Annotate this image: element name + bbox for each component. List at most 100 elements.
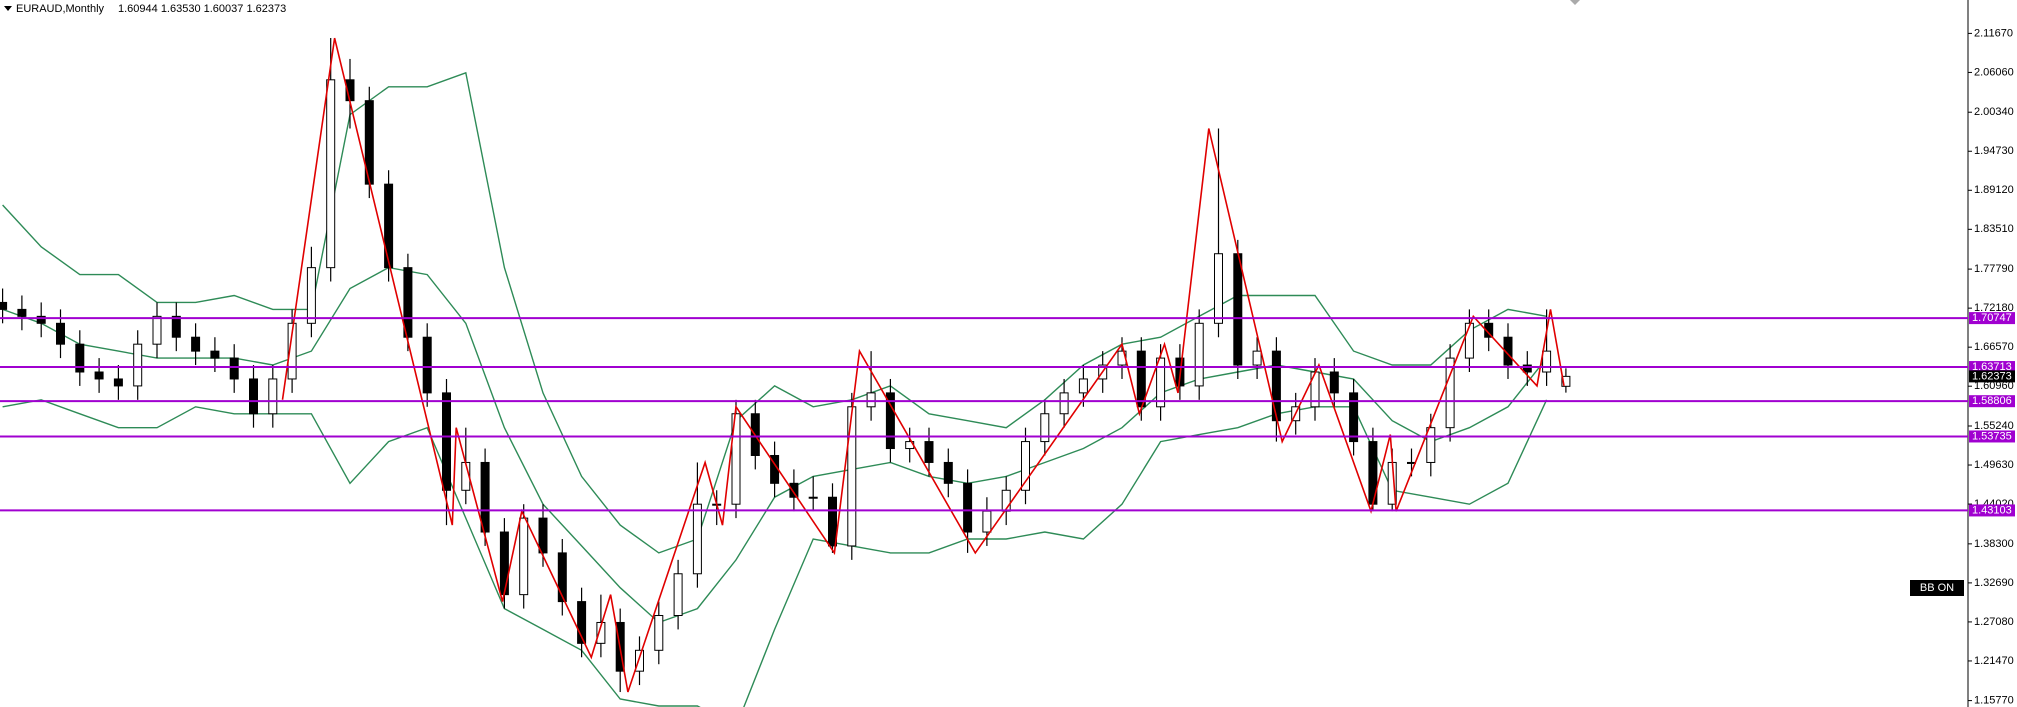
candle-body xyxy=(152,315,162,345)
badge-box xyxy=(1910,580,1964,596)
candle-body xyxy=(1503,336,1513,366)
candle-body xyxy=(1542,350,1552,373)
candle-body xyxy=(1059,392,1069,415)
candle-body xyxy=(828,496,837,547)
scroll-marker xyxy=(1570,0,1580,5)
candle-body xyxy=(1445,357,1455,429)
current-price-label: 1.62373 xyxy=(1972,370,2012,382)
candle-body xyxy=(249,378,258,415)
y-tick-label: 1.49630 xyxy=(1974,459,2014,471)
candle-body xyxy=(1078,378,1088,394)
candle-body xyxy=(847,406,857,547)
candle-body xyxy=(442,392,451,491)
candle-body xyxy=(924,441,934,463)
candle-body xyxy=(1522,364,1532,373)
candle-body xyxy=(287,322,297,380)
candle-body xyxy=(36,315,46,324)
level-label: 1.63713 xyxy=(1972,361,2012,373)
y-tick-label: 1.77790 xyxy=(1974,263,2014,275)
candle-body xyxy=(210,350,220,359)
candle-body xyxy=(1040,413,1050,443)
menu-arrow xyxy=(4,6,12,11)
badge: BB ON xyxy=(1920,582,1954,594)
y-tick-label: 1.94730 xyxy=(1974,145,2014,157)
candle-body xyxy=(1426,427,1436,463)
candle-body xyxy=(133,343,143,387)
candle-body xyxy=(692,503,702,575)
y-tick-label: 1.32690 xyxy=(1974,577,2014,589)
candle-body xyxy=(403,267,413,338)
candle-body xyxy=(1484,322,1494,338)
symbol: EURAUD,Monthly xyxy=(16,3,105,15)
candle-body xyxy=(1252,350,1262,366)
candle-body xyxy=(654,615,664,651)
level-label: 1.53735 xyxy=(1972,430,2012,442)
y-tick-label: 1.66570 xyxy=(1974,341,2014,353)
y-tick-label: 1.89120 xyxy=(1974,184,2014,196)
candle-body xyxy=(171,315,181,338)
level-label-box xyxy=(1969,430,2015,443)
candle-body xyxy=(1561,375,1571,387)
candle-body xyxy=(1271,350,1281,422)
bollinger-band xyxy=(2,71,1547,554)
zigzag xyxy=(281,37,1565,693)
candle-body xyxy=(384,183,394,269)
candle-body xyxy=(866,392,876,408)
candle-body xyxy=(577,601,587,644)
candle-body xyxy=(306,267,316,324)
y-tick-label: 1.55240 xyxy=(1974,420,2014,432)
level-label: 1.43103 xyxy=(1972,504,2012,516)
candle-body xyxy=(268,378,278,415)
candle-body xyxy=(596,621,606,644)
level-label-box xyxy=(1969,504,2015,517)
y-tick-label: 1.15770 xyxy=(1974,695,2014,707)
candle-body xyxy=(673,573,683,617)
candle-body xyxy=(789,482,799,498)
candle-body xyxy=(113,378,123,387)
candle-body xyxy=(1156,357,1166,408)
y-tick-label: 1.83510 xyxy=(1974,223,2014,235)
y-tick-label: 1.21470 xyxy=(1974,655,2014,667)
plot xyxy=(0,37,1571,707)
candle-body xyxy=(229,357,239,380)
candle-body xyxy=(519,517,529,596)
candle-body xyxy=(1194,322,1204,387)
candle-body xyxy=(499,531,509,596)
candle-body xyxy=(1464,322,1474,359)
level-label-box xyxy=(1969,395,2015,408)
candle-body xyxy=(1021,441,1030,491)
y-tick-label: 1.38300 xyxy=(1974,538,2014,550)
candle-body xyxy=(557,552,567,603)
candle-body xyxy=(1329,371,1339,394)
candle-body xyxy=(326,79,336,269)
current-price-box xyxy=(1969,370,2015,383)
candle-body xyxy=(480,461,490,533)
candle-body xyxy=(191,336,201,352)
header: EURAUD,Monthly 1.60944 1.63530 1.60037 1… xyxy=(4,3,286,15)
candle-body xyxy=(808,496,818,499)
candle-body xyxy=(538,517,548,554)
candle-body xyxy=(75,343,85,373)
y-tick-label: 1.27080 xyxy=(1974,616,2014,628)
y-tick-label: 2.00340 xyxy=(1974,106,2014,118)
candle-body xyxy=(422,336,432,394)
level-label: 1.70747 xyxy=(1972,312,2012,324)
y-tick-label: 1.60960 xyxy=(1974,380,2014,392)
level-label: 1.58806 xyxy=(1972,395,2012,407)
y-tick-label: 2.06060 xyxy=(1974,66,2014,78)
candle-body xyxy=(1233,253,1243,366)
candle-body xyxy=(0,301,8,310)
bollinger-band xyxy=(2,399,1548,707)
y-tick-label: 1.72180 xyxy=(1974,302,2014,314)
candle-body xyxy=(56,322,65,345)
candle-body xyxy=(635,649,644,672)
candle-body xyxy=(17,308,27,317)
y-tick-label: 2.11670 xyxy=(1974,27,2013,39)
candle-body xyxy=(963,482,973,533)
ohlc-text: 1.60944 1.63530 1.60037 1.62373 xyxy=(118,3,286,15)
candle-body xyxy=(943,461,953,484)
candle-body xyxy=(1349,392,1359,443)
candle-body xyxy=(94,371,104,380)
candle-body xyxy=(885,392,895,450)
